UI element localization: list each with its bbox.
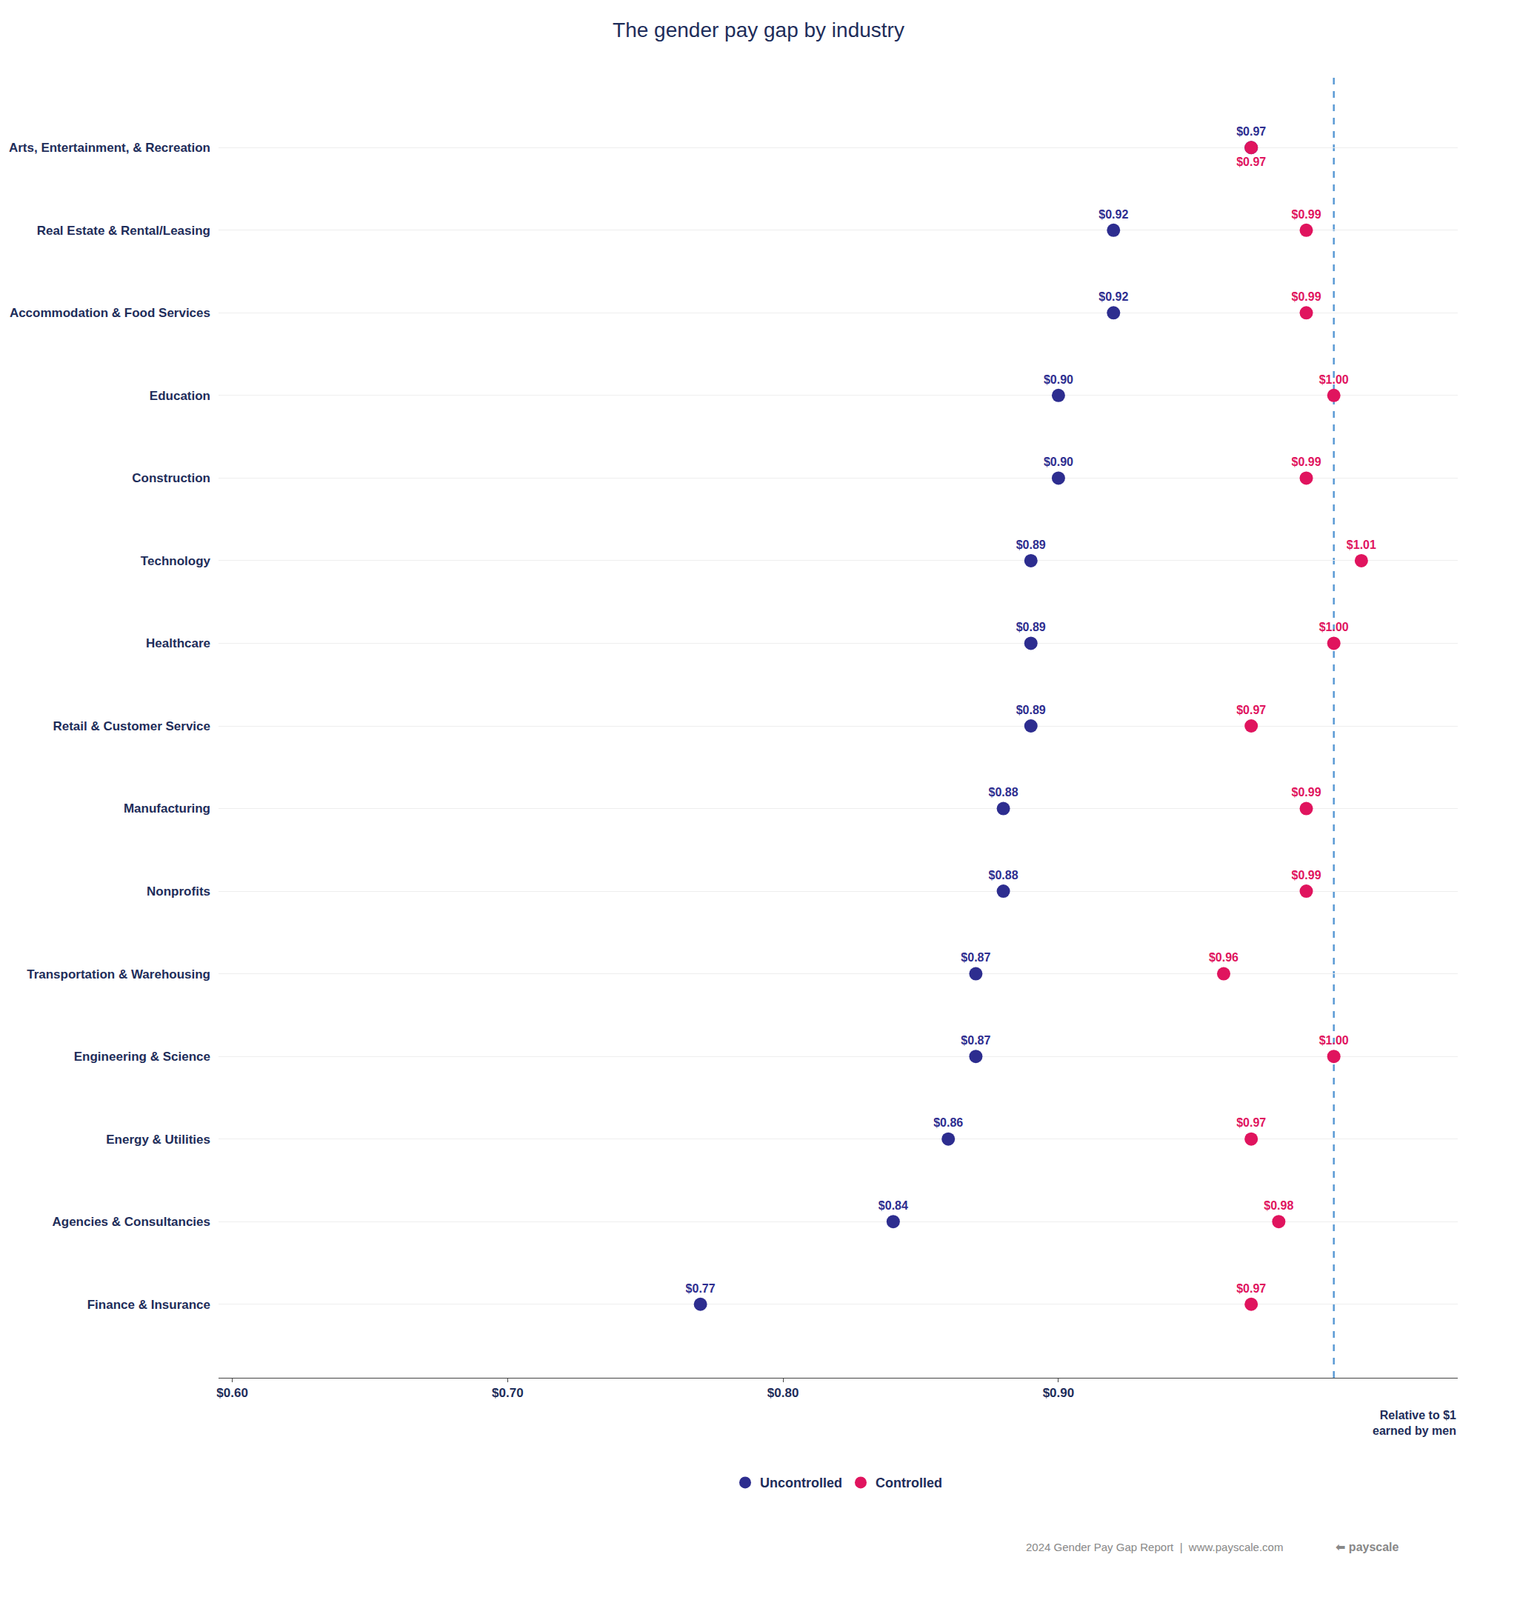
svg-text:⬅ payscale: ⬅ payscale — [1335, 1540, 1400, 1554]
svg-text:Finance & Insurance: Finance & Insurance — [87, 1297, 211, 1312]
svg-text:$0.97: $0.97 — [1236, 1116, 1266, 1129]
svg-text:$0.97: $0.97 — [1236, 703, 1266, 717]
svg-text:$0.90: $0.90 — [1042, 1385, 1075, 1400]
svg-text:$0.80: $0.80 — [767, 1385, 800, 1400]
svg-text:$0.70: $0.70 — [491, 1385, 524, 1400]
svg-text:$0.89: $0.89 — [1016, 703, 1046, 717]
svg-text:$0.97: $0.97 — [1236, 1282, 1266, 1295]
svg-text:$1.00: $1.00 — [1319, 373, 1349, 386]
svg-text:$0.90: $0.90 — [1043, 373, 1074, 386]
svg-text:The gender pay gap by industry: The gender pay gap by industry — [612, 18, 905, 42]
svg-text:$0.89: $0.89 — [1016, 620, 1046, 634]
svg-text:$0.86: $0.86 — [933, 1116, 963, 1129]
svg-text:$0.97: $0.97 — [1236, 125, 1266, 138]
svg-text:$0.99: $0.99 — [1291, 785, 1321, 799]
svg-text:$0.88: $0.88 — [988, 868, 1019, 882]
svg-text:$0.90: $0.90 — [1043, 455, 1074, 469]
svg-text:Technology: Technology — [140, 554, 212, 569]
svg-text:Manufacturing: Manufacturing — [123, 801, 211, 816]
svg-text:$0.99: $0.99 — [1291, 868, 1321, 882]
svg-text:$1.00: $1.00 — [1319, 620, 1349, 634]
svg-text:$0.60: $0.60 — [216, 1385, 249, 1400]
svg-text:2024 Gender Pay Gap Report |: 2024 Gender Pay Gap Report | www.payscal… — [1025, 1540, 1283, 1554]
svg-text:$0.96: $0.96 — [1208, 951, 1239, 964]
svg-text:$0.98: $0.98 — [1263, 1199, 1294, 1212]
svg-text:Construction: Construction — [131, 471, 211, 486]
svg-text:Accommodation & Food Services: Accommodation & Food Services — [9, 305, 211, 320]
svg-text:Nonprofits: Nonprofits — [146, 884, 211, 899]
svg-text:$0.89: $0.89 — [1016, 538, 1046, 552]
svg-text:Retail & Customer Service: Retail & Customer Service — [52, 719, 211, 734]
svg-text:$0.92: $0.92 — [1098, 290, 1129, 303]
svg-text:$0.87: $0.87 — [960, 1034, 991, 1047]
svg-text:$1.01: $1.01 — [1346, 538, 1377, 552]
svg-text:Energy & Utilities: Energy & Utilities — [105, 1132, 211, 1147]
svg-text:$0.97: $0.97 — [1236, 155, 1266, 169]
svg-text:$0.84: $0.84 — [878, 1199, 909, 1212]
svg-text:$0.87: $0.87 — [960, 951, 991, 964]
svg-text:Controlled: Controlled — [875, 1475, 943, 1491]
svg-text:$0.99: $0.99 — [1291, 290, 1321, 303]
svg-text:Engineering & Science: Engineering & Science — [74, 1049, 211, 1064]
svg-text:Uncontrolled: Uncontrolled — [759, 1475, 843, 1491]
svg-text:$0.88: $0.88 — [988, 785, 1019, 799]
svg-text:$0.99: $0.99 — [1291, 455, 1321, 469]
svg-text:Relative to $1earned by men: Relative to $1earned by men — [1372, 1408, 1457, 1438]
svg-text:Healthcare: Healthcare — [145, 636, 211, 651]
svg-text:Transportation & Warehousing: Transportation & Warehousing — [26, 967, 211, 982]
svg-text:$1.00: $1.00 — [1319, 1034, 1349, 1047]
svg-text:Real Estate & Rental/Leasing: Real Estate & Rental/Leasing — [37, 223, 211, 238]
svg-text:Arts, Entertainment, & Recreat: Arts, Entertainment, & Recreation — [8, 140, 211, 155]
svg-text:$0.92: $0.92 — [1098, 208, 1129, 221]
svg-text:$0.77: $0.77 — [685, 1282, 716, 1295]
svg-text:Education: Education — [149, 388, 211, 403]
svg-text:$0.99: $0.99 — [1291, 208, 1321, 221]
svg-text:Agencies & Consultancies: Agencies & Consultancies — [51, 1214, 211, 1229]
